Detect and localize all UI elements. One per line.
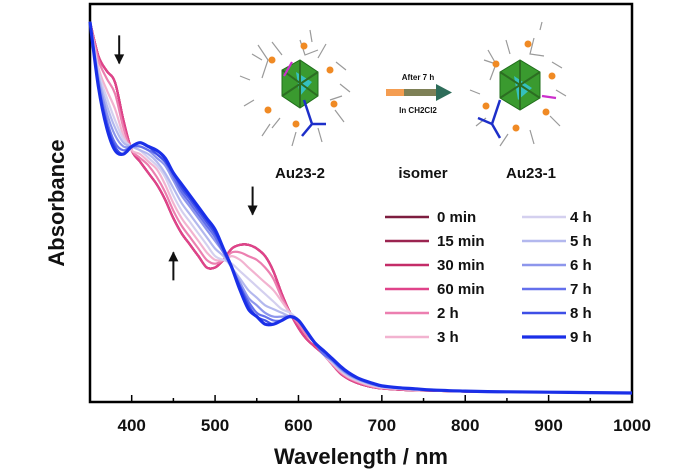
legend-item: 0 min <box>385 209 476 226</box>
legend-label: 9 h <box>570 329 592 346</box>
x-tick-label: 1000 <box>613 416 651 435</box>
cluster-structure-right <box>469 21 567 147</box>
legend-label: 60 min <box>437 281 485 298</box>
series-line-9-h <box>88 21 633 395</box>
legend-item: 30 min <box>385 257 485 274</box>
plot-frame <box>88 2 634 404</box>
x-tick-label: 900 <box>534 416 562 435</box>
x-axis-title: Wavelength / nm <box>274 444 448 469</box>
annotation-arrows <box>114 35 258 281</box>
legend-label: 15 min <box>437 233 485 250</box>
reaction-condition-bottom: In CH2Cl2 <box>399 106 437 115</box>
legend-label: 4 h <box>570 209 592 226</box>
legend-item: 5 h <box>522 233 592 250</box>
legend-item: 8 h <box>522 305 592 322</box>
legend-item: 60 min <box>385 281 485 298</box>
x-tick-label: 500 <box>201 416 229 435</box>
reaction-condition-top: After 7 h <box>402 73 435 82</box>
x-tick-label: 700 <box>368 416 396 435</box>
legend-item: 3 h <box>385 329 459 346</box>
cluster-structure-left <box>239 29 351 147</box>
legend-label: 7 h <box>570 281 592 298</box>
annotation-arrow-down <box>247 186 258 216</box>
legend-item: 2 h <box>385 305 459 322</box>
series-layer <box>88 21 633 395</box>
legend-item: 9 h <box>522 329 592 346</box>
legend-label: 6 h <box>570 257 592 274</box>
legend-label: 0 min <box>437 209 476 226</box>
legend-item: 6 h <box>522 257 592 274</box>
legend-label: 5 h <box>570 233 592 250</box>
legend-label: 3 h <box>437 329 459 346</box>
x-tick-label: 600 <box>284 416 312 435</box>
inset-illustration: After 7 h In CH2Cl2 Au23-2 is <box>239 21 567 182</box>
legend-item: 7 h <box>522 281 592 298</box>
x-tick-label: 400 <box>118 416 146 435</box>
annotation-arrow-down <box>114 35 125 65</box>
x-axis-tick-labels: 400 500 600 700 800 900 1000 <box>118 416 651 435</box>
x-tick-label: 800 <box>451 416 479 435</box>
y-axis-title: Absorbance <box>44 139 69 266</box>
legend-item: 4 h <box>522 209 592 226</box>
legend-item: 15 min <box>385 233 485 250</box>
inset-label-right: Au23-1 <box>506 165 556 182</box>
legend-label: 2 h <box>437 305 459 322</box>
reaction-arrow <box>386 84 452 101</box>
x-axis-ticks <box>89 395 633 402</box>
legend: 0 min 15 min 30 min 60 min 2 h 3 h 4 h 5 h 6 h 7 … <box>385 209 592 346</box>
legend-label: 30 min <box>437 257 485 274</box>
inset-label-middle: isomer <box>398 165 447 182</box>
inset-label-left: Au23-2 <box>275 165 325 182</box>
annotation-arrow-up <box>168 251 179 281</box>
legend-label: 8 h <box>570 305 592 322</box>
